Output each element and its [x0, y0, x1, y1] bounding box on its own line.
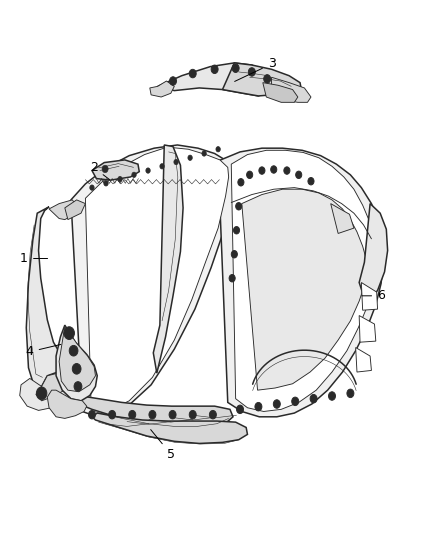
Circle shape: [189, 410, 196, 419]
Polygon shape: [223, 63, 301, 97]
Circle shape: [264, 75, 271, 83]
Circle shape: [233, 227, 240, 234]
Polygon shape: [49, 200, 77, 220]
Circle shape: [90, 185, 94, 190]
Circle shape: [188, 155, 192, 160]
Polygon shape: [331, 204, 354, 233]
Text: 6: 6: [362, 289, 385, 302]
Circle shape: [347, 389, 354, 398]
Circle shape: [232, 64, 239, 72]
Polygon shape: [92, 160, 139, 180]
Text: 4: 4: [26, 344, 61, 358]
Polygon shape: [242, 189, 367, 390]
Polygon shape: [231, 150, 378, 411]
Polygon shape: [36, 372, 74, 401]
Polygon shape: [361, 282, 378, 310]
Text: 5: 5: [151, 430, 175, 461]
Polygon shape: [85, 147, 229, 411]
Polygon shape: [272, 77, 311, 102]
Circle shape: [72, 364, 81, 374]
Circle shape: [255, 402, 262, 411]
Circle shape: [216, 147, 220, 152]
Circle shape: [118, 176, 122, 182]
Circle shape: [132, 172, 136, 177]
Polygon shape: [92, 413, 247, 443]
Text: 2: 2: [90, 161, 110, 180]
Polygon shape: [218, 148, 383, 417]
Circle shape: [88, 410, 95, 419]
Circle shape: [259, 167, 265, 174]
Polygon shape: [359, 316, 376, 342]
Circle shape: [238, 179, 244, 186]
Circle shape: [104, 181, 108, 186]
Text: 3: 3: [235, 58, 276, 82]
Circle shape: [308, 177, 314, 185]
Circle shape: [248, 68, 255, 76]
Circle shape: [202, 151, 206, 156]
Circle shape: [229, 274, 235, 282]
Circle shape: [102, 165, 108, 173]
Circle shape: [273, 400, 280, 408]
Circle shape: [174, 159, 178, 165]
Circle shape: [231, 251, 237, 258]
Circle shape: [160, 164, 164, 169]
Text: 1: 1: [20, 252, 48, 265]
Polygon shape: [71, 395, 233, 426]
Circle shape: [109, 410, 116, 419]
Polygon shape: [356, 348, 371, 372]
Circle shape: [209, 410, 216, 419]
Circle shape: [149, 410, 156, 419]
Circle shape: [169, 410, 176, 419]
Circle shape: [236, 203, 242, 210]
Circle shape: [146, 168, 150, 173]
Circle shape: [69, 345, 78, 356]
Polygon shape: [65, 200, 85, 220]
Circle shape: [271, 166, 277, 173]
Circle shape: [129, 410, 136, 419]
Circle shape: [296, 171, 302, 179]
Circle shape: [36, 387, 47, 400]
Circle shape: [49, 393, 58, 404]
Circle shape: [328, 392, 336, 400]
Circle shape: [211, 65, 218, 74]
Circle shape: [310, 394, 317, 403]
Circle shape: [292, 397, 299, 406]
Polygon shape: [47, 390, 87, 418]
Polygon shape: [158, 63, 272, 96]
Circle shape: [189, 69, 196, 78]
Polygon shape: [20, 372, 78, 410]
Circle shape: [284, 167, 290, 174]
Circle shape: [237, 405, 244, 414]
Polygon shape: [150, 81, 174, 97]
Circle shape: [74, 382, 82, 391]
Circle shape: [170, 77, 177, 85]
Polygon shape: [263, 83, 298, 102]
Polygon shape: [359, 204, 388, 298]
Polygon shape: [26, 207, 65, 389]
Polygon shape: [56, 325, 97, 401]
Polygon shape: [59, 326, 95, 392]
Circle shape: [64, 327, 74, 340]
Polygon shape: [153, 145, 183, 373]
Polygon shape: [71, 145, 234, 418]
Circle shape: [247, 171, 253, 179]
